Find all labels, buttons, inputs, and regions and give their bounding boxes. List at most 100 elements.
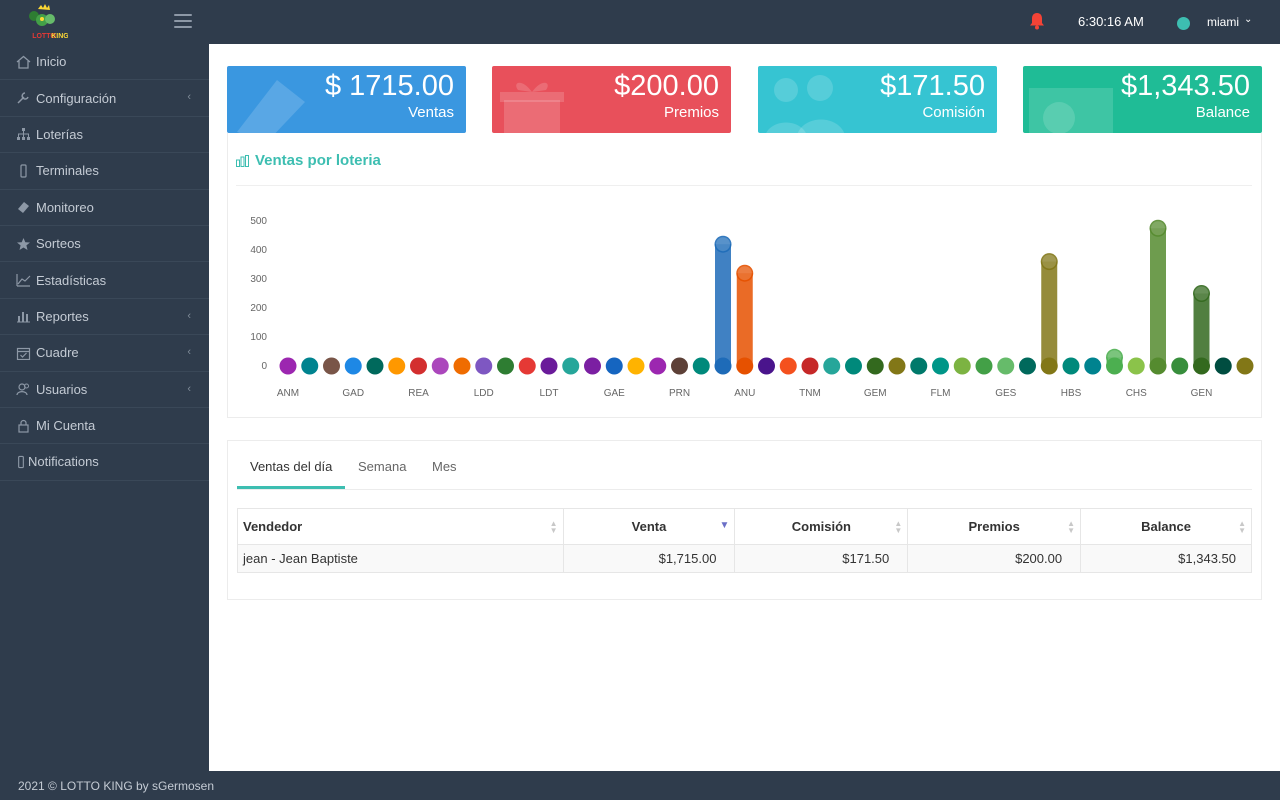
column-header-balance[interactable]: Balance ▲ ▼ (1080, 508, 1252, 545)
chart-point (1062, 357, 1080, 375)
chevron-left-icon: ‹ (187, 346, 191, 359)
chart-point (736, 357, 754, 375)
footer: 2021 © LOTTO KING by sGermosen (0, 771, 1280, 800)
chart-bar (736, 273, 753, 366)
mobile-icon (14, 454, 28, 470)
tab-ventas-del-dia[interactable]: Ventas del día (250, 459, 333, 474)
sidebar-item-cuadre[interactable]: Cuadre ‹ (0, 335, 209, 372)
sales-table-panel: Ventas del día Semana Mes Vendedor ▲ ▼ Ve… (227, 440, 1262, 600)
x-tick-label: PRN (669, 388, 690, 399)
chart-point (1040, 357, 1058, 375)
chart-point (1214, 357, 1232, 375)
cell-vendedor: jean - Jean Baptiste (237, 544, 564, 573)
sidebar-item-label: Terminales (36, 163, 99, 179)
active-tab-indicator (237, 486, 345, 489)
chart-bar-cap (1149, 219, 1167, 237)
sidebar-item-usuarios[interactable]: Usuarios ‹ (0, 372, 209, 408)
x-tick-label: REA (408, 388, 429, 399)
y-tick-label: 500 (250, 216, 267, 227)
sidebar-item-reportes[interactable]: Reportes ‹ (0, 299, 209, 336)
column-header-venta[interactable]: Venta ▼ (562, 508, 736, 545)
chart-point (1193, 357, 1210, 375)
tab-semana[interactable]: Semana (358, 459, 407, 474)
svg-text:LOTTO: LOTTO (32, 33, 56, 40)
chart-point (562, 357, 580, 375)
mobile-icon (14, 163, 32, 179)
chart-point (997, 357, 1015, 375)
footer-text: 2021 © LOTTO KING by sGermosen (18, 779, 215, 793)
sidebar-item-label: Cuadre (36, 345, 79, 361)
sidebar-item-label: Notifications (28, 454, 99, 470)
lotto-king-logo[interactable]: LOTTO KING (20, 2, 69, 42)
chevron-left-icon: ‹ (187, 91, 191, 104)
svg-text:KING: KING (51, 33, 68, 40)
x-tick-label: ANU (734, 388, 755, 399)
column-header-comision[interactable]: Comisión ▲ ▼ (734, 508, 909, 545)
x-tick-label: CHS (1126, 388, 1147, 399)
chart-point (410, 357, 427, 375)
sidebar-item-monitoreo[interactable]: Monitoreo (0, 190, 209, 226)
chart-point (1236, 357, 1254, 375)
chart-point (1171, 357, 1189, 375)
cell-venta: $1,715.00 (562, 544, 736, 573)
top-bar: LOTTO KING 6:30:16 AM miami ⌄ (0, 0, 1280, 44)
chart-point (1127, 357, 1145, 375)
sort-icon[interactable]: ▲ ▼ (1238, 519, 1246, 535)
sidebar-item-label: Loterías (36, 126, 83, 142)
chart-title: Ventas por loteria (236, 152, 381, 169)
sidebar-item-loterias[interactable]: Loterías (0, 117, 209, 154)
users-icon (766, 75, 844, 133)
lock-icon (14, 418, 32, 434)
sidebar-item-label: Estadísticas (36, 272, 107, 288)
sidebar-item-inicio[interactable]: Inicio (0, 44, 209, 81)
sidebar-item-mi-cuenta[interactable]: Mi Cuenta (0, 408, 209, 445)
bell-icon[interactable] (1029, 12, 1045, 30)
gift-icon (500, 82, 564, 133)
tab-mes[interactable]: Mes (432, 459, 457, 474)
chart-bar-highlight (1042, 254, 1057, 269)
sidebar-item-sorteos[interactable]: Sorteos (0, 226, 209, 263)
sort-icon[interactable]: ▲ ▼ (1067, 519, 1076, 535)
column-header-vendedor[interactable]: Vendedor ▲ ▼ (237, 508, 564, 545)
y-tick-label: 0 (261, 361, 267, 372)
x-tick-label: GES (995, 388, 1016, 399)
sidebar-item-estadisticas[interactable]: Estadísticas (0, 262, 209, 299)
user-menu[interactable]: miami (1207, 15, 1239, 29)
chart-point (671, 357, 688, 375)
y-tick-label: 400 (250, 245, 267, 256)
bar-chart-icon (14, 308, 32, 324)
sort-icon[interactable]: ▲ ▼ (894, 519, 903, 535)
sort-desc-icon[interactable]: ▼ (719, 520, 730, 531)
chevron-down-icon[interactable]: ⌄ (1244, 14, 1253, 25)
line-chart-icon (14, 272, 32, 288)
ventas-amount: $ 1715.00 (324, 70, 454, 102)
cell-comision: $171.50 (734, 544, 909, 573)
column-header-premios[interactable]: Premios ▲ ▼ (907, 508, 1082, 545)
chart-bar-cap (1193, 285, 1210, 302)
sidebar-item-notifications[interactable]: Notifications (0, 444, 209, 481)
sidebar-item-terminales[interactable]: Terminales (0, 153, 209, 190)
chart-bar (715, 244, 731, 366)
chart-bar-highlight (716, 237, 730, 252)
sidebar: Inicio Configuración ‹ Loterías Terminales Mo… (0, 44, 209, 771)
menu-toggle-button[interactable] (174, 14, 192, 28)
chart-point (475, 357, 493, 375)
money-icon (1029, 88, 1113, 133)
cell-premios: $200.00 (907, 544, 1082, 573)
x-tick-label: ANM (277, 388, 299, 399)
x-tick-label: GEN (1191, 388, 1213, 399)
sidebar-item-configuracion[interactable]: Configuración ‹ (0, 80, 209, 117)
table-row[interactable]: jean - Jean Baptiste $1,715.00 $171.50 $… (237, 544, 1252, 573)
chart-bar (1193, 293, 1210, 366)
chart-point (1019, 357, 1036, 375)
chart-point (301, 357, 319, 375)
chart-divider (236, 185, 1252, 186)
sitemap-icon (14, 126, 32, 142)
chart-point (823, 357, 841, 375)
sort-icon[interactable]: ▲ ▼ (549, 519, 558, 535)
sidebar-item-label: Usuarios (36, 381, 88, 397)
chart-point (649, 357, 667, 375)
balance-label: Balance (1195, 104, 1250, 121)
chart-point (497, 357, 514, 375)
chart-bar (1041, 261, 1058, 366)
